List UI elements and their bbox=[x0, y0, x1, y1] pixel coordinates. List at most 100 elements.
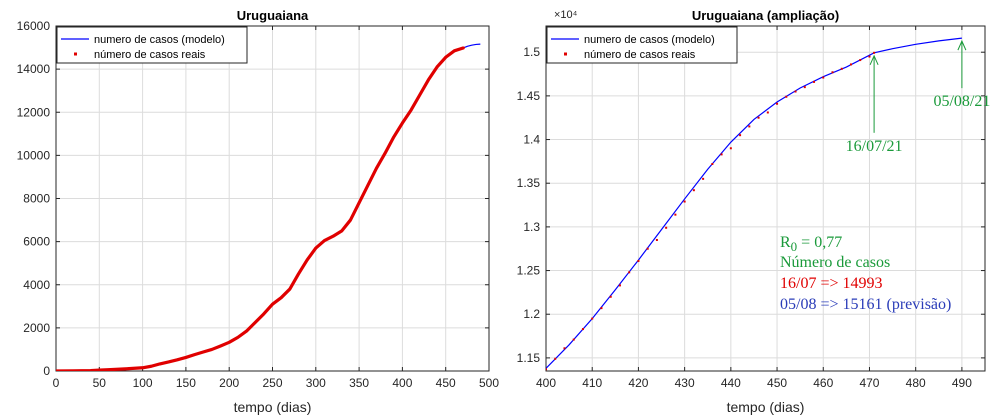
series-model-line bbox=[463, 43, 481, 49]
y-tick-label: 12000 bbox=[17, 105, 51, 119]
legend-box bbox=[546, 26, 738, 64]
x-tick-label: 420 bbox=[628, 376, 648, 390]
x-tick-label: 410 bbox=[582, 376, 602, 390]
data-point bbox=[124, 367, 127, 370]
data-point bbox=[410, 109, 413, 112]
series-real-band bbox=[56, 46, 465, 371]
y-tick-label: 8000 bbox=[23, 192, 50, 206]
series-model-line bbox=[546, 37, 962, 369]
data-point bbox=[254, 321, 257, 324]
data-point bbox=[210, 348, 213, 351]
data-point bbox=[332, 235, 335, 238]
plot-series bbox=[56, 43, 481, 371]
data-point bbox=[219, 344, 222, 347]
y-tick-label: 1.25 bbox=[517, 264, 541, 278]
legend-label: numero de casos (modelo) bbox=[94, 34, 225, 46]
y-tick-label: 6000 bbox=[23, 235, 50, 249]
legend-box bbox=[56, 26, 248, 64]
data-point bbox=[859, 59, 862, 62]
r0-subscript: 0 bbox=[791, 239, 798, 254]
y-exponent-label: ×10⁴ bbox=[554, 9, 578, 21]
y-tick-label: 14000 bbox=[17, 62, 51, 76]
data-point bbox=[572, 338, 575, 341]
data-point bbox=[581, 328, 584, 331]
data-point bbox=[141, 366, 144, 369]
data-point bbox=[150, 365, 153, 368]
x-tick-label: 150 bbox=[176, 376, 196, 390]
data-point bbox=[683, 200, 686, 203]
data-point bbox=[776, 102, 779, 105]
x-tick-label: 50 bbox=[93, 376, 107, 390]
x-tick-label: 430 bbox=[675, 376, 695, 390]
data-point bbox=[427, 78, 430, 81]
y-tick-label: 16000 bbox=[17, 19, 51, 33]
data-point bbox=[323, 239, 326, 242]
y-tick-label: 0 bbox=[43, 364, 50, 378]
data-point bbox=[314, 247, 317, 250]
data-point bbox=[831, 71, 834, 74]
chart-title: Uruguaiana (ampliação) bbox=[692, 8, 839, 23]
data-point bbox=[822, 76, 825, 79]
x-tick-label: 300 bbox=[306, 376, 326, 390]
data-point bbox=[418, 94, 421, 96]
y-tick-label: 4000 bbox=[23, 278, 50, 292]
x-tick-label: 480 bbox=[906, 376, 926, 390]
data-point bbox=[98, 369, 101, 371]
x-tick-label: 400 bbox=[536, 376, 556, 390]
data-point bbox=[462, 46, 465, 49]
data-point bbox=[711, 163, 714, 165]
data-point bbox=[72, 369, 75, 371]
y-tick-label: 10000 bbox=[17, 148, 51, 162]
data-point bbox=[757, 116, 760, 119]
legend: numero de casos (modelo) número de casos … bbox=[546, 26, 738, 64]
x-tick-label: 500 bbox=[479, 376, 499, 390]
chart-title: Uruguaiana bbox=[237, 8, 309, 23]
x-tick-label: 450 bbox=[767, 376, 787, 390]
data-point bbox=[813, 80, 816, 83]
x-tick-label: 0 bbox=[53, 376, 60, 390]
y-tick-label: 1.2 bbox=[523, 307, 540, 321]
data-point bbox=[340, 229, 343, 232]
legend-marker bbox=[74, 52, 77, 56]
x-tick-label: 350 bbox=[349, 376, 369, 390]
data-point bbox=[554, 357, 557, 360]
axes-box bbox=[545, 25, 986, 372]
chart-left: 0 50 100 150 200 250 300 350 400 450 500 0 2000 4000 6… bbox=[17, 8, 500, 415]
data-point bbox=[803, 86, 806, 89]
cases-line-forecast: 05/08 => 15161 (previsão) bbox=[780, 296, 951, 313]
data-point bbox=[280, 296, 283, 299]
y-tick-label: 2000 bbox=[23, 321, 50, 335]
y-tick-label: 1.45 bbox=[517, 89, 541, 103]
data-point bbox=[176, 358, 179, 361]
x-tick-label: 470 bbox=[859, 376, 879, 390]
data-point bbox=[392, 136, 395, 139]
data-point bbox=[297, 272, 300, 275]
data-point bbox=[794, 90, 797, 93]
data-point bbox=[158, 362, 161, 365]
data-point bbox=[366, 184, 369, 187]
data-point bbox=[674, 213, 677, 216]
x-axis-label: tempo (dias) bbox=[234, 399, 312, 415]
x-tick-label: 460 bbox=[813, 376, 833, 390]
data-point bbox=[600, 307, 603, 310]
x-tick-label: 450 bbox=[436, 376, 456, 390]
annotation-label: 05/08/21 bbox=[933, 93, 990, 110]
data-point bbox=[591, 317, 594, 320]
annotation-arrowhead bbox=[957, 39, 967, 51]
x-tick-label: 100 bbox=[133, 376, 153, 390]
data-point bbox=[748, 125, 751, 128]
data-point bbox=[444, 56, 447, 59]
x-tick-label: 400 bbox=[392, 376, 412, 390]
chart-right: 400 410 420 430 440 450 460 470 480 490 1.15 1.2 1.2… bbox=[517, 8, 991, 415]
data-point bbox=[692, 189, 695, 192]
y-tick-label: 1.5 bbox=[523, 45, 540, 59]
data-point bbox=[766, 111, 769, 114]
data-point bbox=[665, 226, 668, 229]
x-axis-label: tempo (dias) bbox=[727, 399, 805, 415]
data-point bbox=[868, 55, 871, 58]
data-point bbox=[375, 167, 378, 170]
data-point bbox=[236, 336, 239, 339]
data-point bbox=[184, 356, 187, 359]
